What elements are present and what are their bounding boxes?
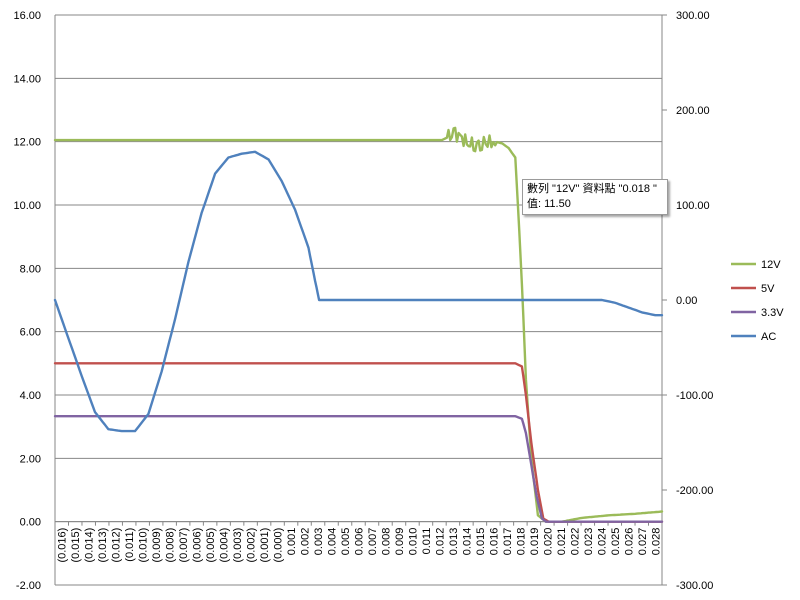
x-tick-label: (0.014) bbox=[84, 528, 96, 563]
legend: 12V 5V 3.3V AC bbox=[731, 259, 784, 343]
x-tick-label: 0.015 bbox=[475, 528, 487, 556]
y-tick-label: 0.00 bbox=[20, 517, 41, 529]
y2-tick-label: 100.00 bbox=[676, 200, 710, 212]
axes: -2.00 0.00 2.00 4.00 6.00 8.00 10.00 12.00 14.00… bbox=[13, 10, 713, 592]
x-tick-label: (0.001) bbox=[259, 528, 271, 563]
x-tick-label: (0.016) bbox=[57, 528, 69, 563]
x-tick-label: 0.028 bbox=[650, 528, 662, 556]
x-tick-label: (0.011) bbox=[124, 528, 136, 562]
x-tick-label: 0.023 bbox=[583, 528, 595, 556]
y-tick-label: 10.00 bbox=[13, 200, 41, 212]
y-tick-label: 14.00 bbox=[13, 73, 41, 85]
x-tick-label: (0.004) bbox=[219, 528, 231, 563]
tooltip-series-line: 數列 "12V" 資料點 "0.018 " bbox=[527, 183, 657, 195]
y-tick-label: 8.00 bbox=[20, 263, 41, 275]
x-tick-label: 0.005 bbox=[340, 528, 352, 556]
x-tick-label: 0.011 bbox=[421, 528, 433, 555]
x-tick-label: 0.009 bbox=[394, 528, 406, 556]
y-tick-label: 2.00 bbox=[20, 453, 41, 465]
x-tick-label: (0.002) bbox=[246, 528, 258, 563]
y-tick-label: -2.00 bbox=[16, 580, 41, 592]
x-tick-label: (0.006) bbox=[192, 528, 204, 563]
x-tick-label: 0.021 bbox=[556, 528, 568, 556]
legend-label: 3.3V bbox=[761, 307, 784, 319]
x-tick-label: 0.010 bbox=[407, 528, 419, 556]
x-tick-label: 0.008 bbox=[380, 528, 392, 556]
x-tick-label: (0.000) bbox=[273, 528, 285, 563]
y2-tick-label: -300.00 bbox=[676, 580, 713, 592]
x-tick-label: 0.020 bbox=[542, 528, 554, 556]
series-line-ac bbox=[53, 150, 664, 433]
y2-tick-label: -200.00 bbox=[676, 485, 713, 497]
y2-tick-label: 300.00 bbox=[676, 10, 710, 22]
x-tick-label: 0.006 bbox=[354, 528, 366, 556]
x-tick-label: 0.003 bbox=[313, 528, 325, 556]
series-lines bbox=[53, 126, 664, 523]
y2-tick-label: 0.00 bbox=[676, 295, 697, 307]
x-tick-label: 0.017 bbox=[502, 528, 514, 556]
x-tick-label: (0.015) bbox=[70, 528, 82, 563]
x-tick-label: (0.007) bbox=[178, 528, 190, 563]
x-tick-label: 0.004 bbox=[327, 528, 339, 556]
x-tick-label: 0.016 bbox=[488, 528, 500, 556]
legend-label: AC bbox=[761, 331, 776, 343]
y2-tick-label: -100.00 bbox=[676, 390, 713, 402]
y2-tick-label: 200.00 bbox=[676, 105, 710, 117]
x-tick-label: (0.005) bbox=[205, 528, 217, 563]
x-tick-label: 0.024 bbox=[596, 528, 608, 556]
x-tick-label: (0.012) bbox=[111, 528, 123, 563]
x-tick-label: 0.007 bbox=[367, 528, 379, 556]
y-tick-label: 12.00 bbox=[13, 137, 41, 149]
x-tick-label: 0.027 bbox=[637, 528, 649, 556]
x-tick-label: (0.009) bbox=[151, 528, 163, 563]
x-tick-label: 0.014 bbox=[461, 528, 473, 556]
x-tick-label: (0.003) bbox=[232, 528, 244, 563]
x-tick-label: (0.008) bbox=[165, 528, 177, 563]
x-tick-label: 0.012 bbox=[434, 528, 446, 556]
x-tick-label: 0.018 bbox=[515, 528, 527, 556]
y-tick-label: 6.00 bbox=[20, 327, 41, 339]
data-point-tooltip: 數列 "12V" 資料點 "0.018 " 值: 11.50 bbox=[522, 179, 668, 215]
x-tick-label: 0.025 bbox=[610, 528, 622, 556]
x-tick-label: 0.002 bbox=[300, 528, 312, 556]
x-tick-label: (0.010) bbox=[138, 528, 150, 563]
x-tick-label: 0.019 bbox=[529, 528, 541, 556]
x-tick-label: 0.022 bbox=[569, 528, 581, 556]
x-tick-label: 0.026 bbox=[623, 528, 635, 556]
x-tick-label: 0.013 bbox=[448, 528, 460, 556]
tooltip-value-line: 值: 11.50 bbox=[527, 198, 571, 210]
y-tick-label: 16.00 bbox=[13, 10, 41, 22]
series-line-33v bbox=[53, 415, 664, 523]
x-tick-label: 0.001 bbox=[286, 528, 298, 556]
legend-label: 12V bbox=[761, 259, 781, 271]
legend-label: 5V bbox=[761, 283, 775, 295]
y-tick-label: 4.00 bbox=[20, 390, 41, 402]
x-tick-label: (0.013) bbox=[97, 528, 109, 563]
